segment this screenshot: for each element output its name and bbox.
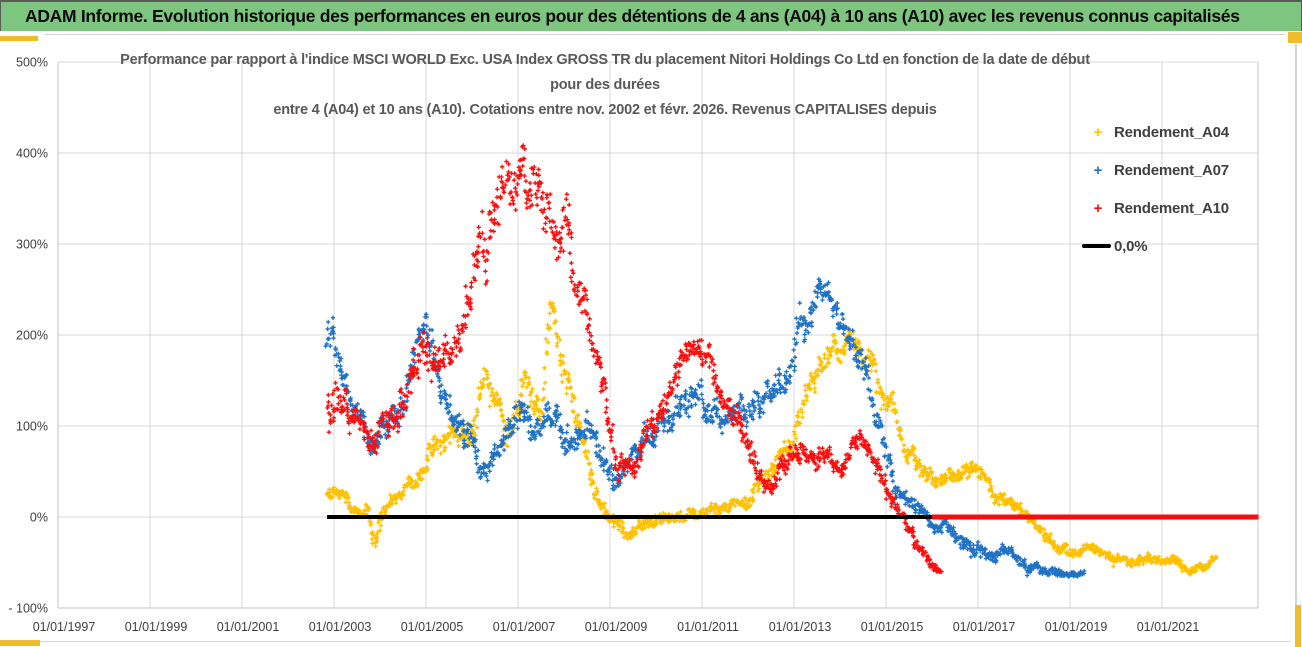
x-tick-label: 01/01/2011 [677, 620, 739, 634]
y-tick-label: 200% [16, 329, 48, 343]
gold-corner-top-left [0, 36, 38, 41]
header-title: ADAM Informe. Evolution historique des p… [25, 6, 1240, 26]
x-tick-label: 01/01/2021 [1137, 620, 1200, 634]
legend-label: Rendement_A10 [1114, 199, 1229, 217]
legend-plus-marker-icon: + [1093, 123, 1103, 141]
legend-plus-marker-icon: + [1093, 161, 1103, 179]
legend-label: Rendement_A04 [1114, 123, 1229, 141]
y-tick-label: 0% [30, 511, 48, 525]
panel-border-bottom [40, 641, 1290, 642]
header-bar: ADAM Informe. Evolution historique des p… [0, 0, 1302, 31]
x-tick-label: 01/01/2019 [1045, 620, 1108, 634]
x-tick-label: 01/01/2005 [401, 620, 464, 634]
x-tick-label: 01/01/2017 [953, 620, 1016, 634]
series-scatter-rendement_a10 [325, 143, 944, 575]
series-scatter-rendement_a04 [325, 300, 1219, 577]
gold-corner-bottom-right [1295, 605, 1301, 647]
gold-corner-top-right [1288, 32, 1302, 43]
legend-row-rendement-a04: + Rendement_A04 [1082, 113, 1272, 151]
chart-title-line-1: Performance par rapport à l'indice MSCI … [120, 52, 1090, 68]
panel-border-right [1295, 44, 1297, 641]
y-tick-label: - 100% [8, 602, 48, 616]
legend-row-0-0-: 0,0% [1082, 227, 1272, 265]
chart-title-line-2: pour des durées [550, 77, 660, 93]
legend-label: Rendement_A07 [1114, 161, 1229, 179]
y-tick-label: 400% [16, 147, 48, 161]
x-tick-label: 01/01/2001 [217, 620, 280, 634]
chart-title-line-3: entre 4 (A04) et 10 ans (A10). Cotations… [273, 102, 937, 118]
legend-plus-marker-icon: + [1093, 199, 1103, 217]
x-tick-label: 01/01/2009 [585, 620, 648, 634]
x-tick-label: 01/01/2015 [861, 620, 924, 634]
series-scatter-rendement_a07 [323, 277, 1087, 579]
x-tick-label: 01/01/1999 [125, 620, 188, 634]
y-tick-label: 100% [16, 420, 48, 434]
legend-row-rendement-a10: + Rendement_A10 [1082, 189, 1272, 227]
x-tick-label: 01/01/2007 [493, 620, 556, 634]
x-tick-label: 01/01/2003 [309, 620, 372, 634]
legend-line-swatch-icon [1082, 244, 1111, 248]
gold-corner-bottom-left [0, 640, 40, 646]
x-tick-label: 01/01/1997 [33, 620, 96, 634]
chart-title: Performance par rapport à l'indice MSCI … [75, 48, 1135, 123]
y-tick-label: 300% [16, 238, 48, 252]
panel-border-top [45, 34, 1285, 35]
y-tick-label: 500% [16, 56, 48, 70]
legend-label: 0,0% [1114, 237, 1148, 255]
chart-legend: + Rendement_A04 + Rendement_A07 + Rendement_A… [1082, 113, 1272, 265]
x-tick-label: 01/01/2013 [769, 620, 832, 634]
legend-row-rendement-a07: + Rendement_A07 [1082, 151, 1272, 189]
